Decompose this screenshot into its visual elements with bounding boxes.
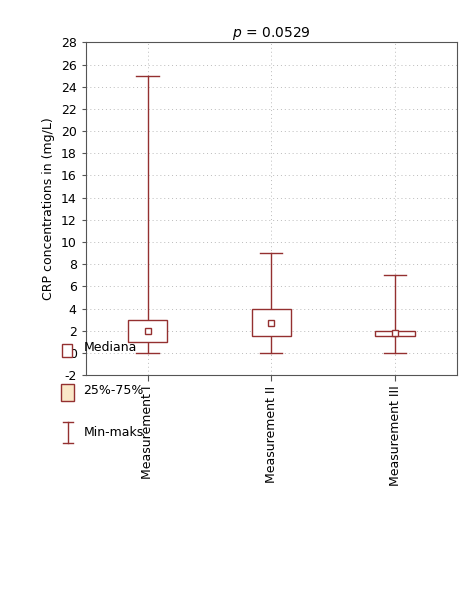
Bar <box>128 319 168 342</box>
Title: $\it{p}$ = 0.0529: $\it{p}$ = 0.0529 <box>232 25 311 42</box>
Y-axis label: CRP concentrations in (mg/L): CRP concentrations in (mg/L) <box>42 117 55 300</box>
Text: Min-maks: Min-maks <box>83 426 144 439</box>
Text: 25%-75%: 25%-75% <box>83 384 144 397</box>
Bar <box>251 309 291 336</box>
Bar <box>375 331 415 336</box>
Text: Mediana: Mediana <box>83 341 137 355</box>
